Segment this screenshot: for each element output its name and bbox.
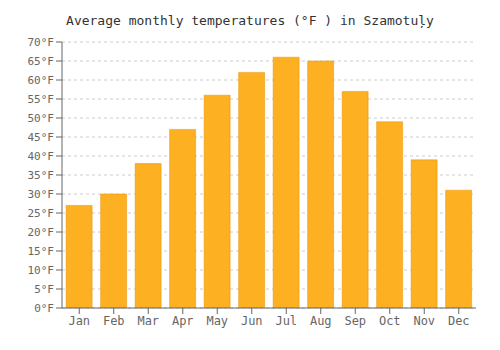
svg-text:Jan: Jan	[68, 314, 90, 328]
svg-text:10°F: 10°F	[28, 264, 55, 277]
svg-text:May: May	[206, 314, 228, 328]
svg-text:45°F: 45°F	[28, 131, 55, 144]
svg-text:0°F: 0°F	[34, 302, 54, 315]
svg-text:25°F: 25°F	[28, 207, 55, 220]
svg-text:Feb: Feb	[103, 314, 125, 328]
svg-text:Oct: Oct	[379, 314, 401, 328]
svg-text:70°F: 70°F	[28, 36, 55, 49]
svg-text:55°F: 55°F	[28, 93, 55, 106]
svg-text:5°F: 5°F	[34, 283, 54, 296]
svg-text:Sep: Sep	[344, 314, 366, 328]
svg-text:Jul: Jul	[275, 314, 297, 328]
svg-text:Mar: Mar	[137, 314, 159, 328]
svg-text:20°F: 20°F	[28, 226, 55, 239]
svg-text:15°F: 15°F	[28, 245, 55, 258]
svg-text:Nov: Nov	[413, 314, 435, 328]
svg-text:Apr: Apr	[172, 314, 194, 328]
svg-text:30°F: 30°F	[28, 188, 55, 201]
svg-text:Aug: Aug	[310, 314, 332, 328]
html-text:Average monthly temperatures (: Average monthly temperatures (°F ) in Sz…	[66, 13, 434, 28]
svg-text:Jun: Jun	[241, 314, 263, 328]
svg-text:Dec: Dec	[448, 314, 470, 328]
svg-text:40°F: 40°F	[28, 150, 55, 163]
svg-text:35°F: 35°F	[28, 169, 55, 182]
svg-text:50°F: 50°F	[28, 112, 55, 125]
svg-text:65°F: 65°F	[28, 55, 55, 68]
svg-text:60°F: 60°F	[28, 74, 55, 87]
